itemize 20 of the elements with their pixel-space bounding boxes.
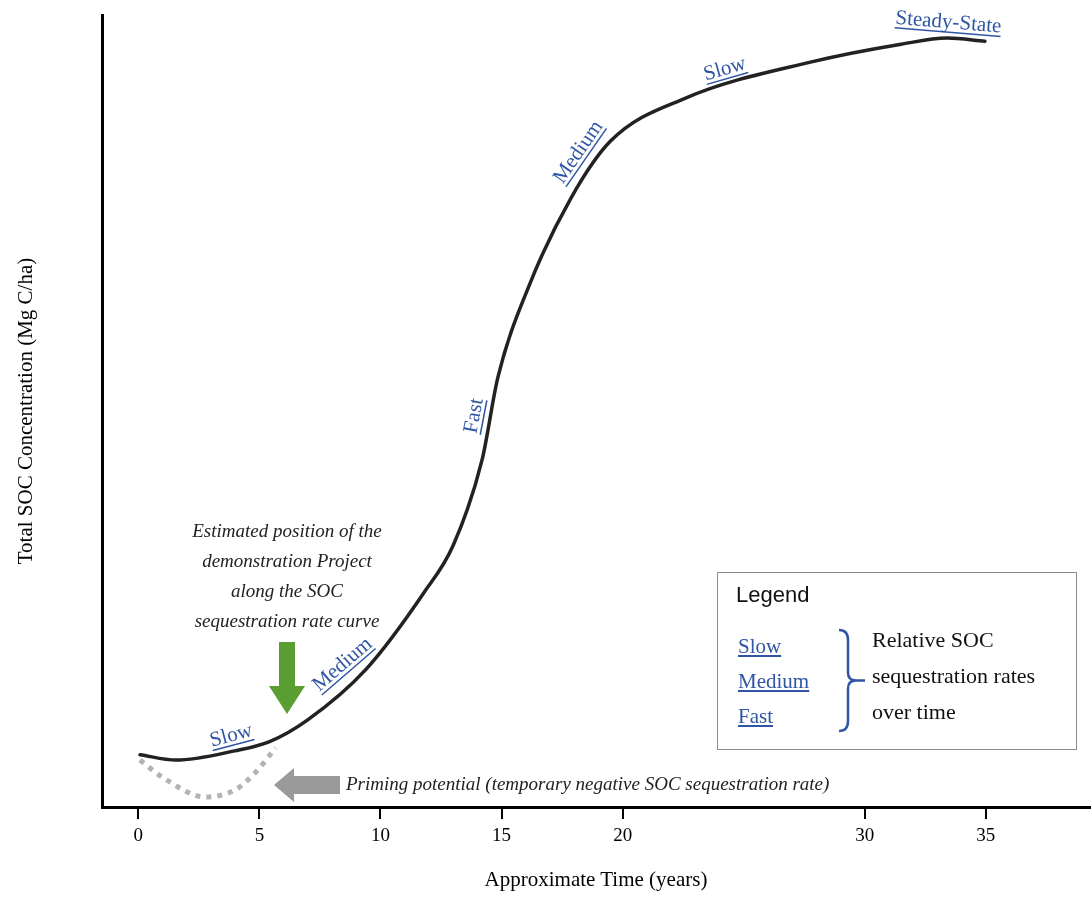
annotation: Fast: [457, 395, 488, 435]
annotation: Relative SOC sequestration rates over time: [872, 626, 1037, 726]
x-axis-title: Approximate Time (years): [484, 866, 708, 891]
x-tick-label: 0: [133, 824, 144, 846]
annotation: Slow: [206, 717, 256, 752]
x-tick-label: 30: [855, 824, 875, 846]
y-axis-title: Total SOC Concentration (Mg C/ha): [13, 257, 38, 565]
annotation: Steady-State: [894, 4, 1003, 38]
annotation: Priming potential (temporary negative SOC sequestration rate): [346, 771, 830, 797]
x-tick-label: 15: [492, 824, 512, 846]
annotation: Fast: [738, 703, 774, 730]
x-tick-label: 5: [254, 824, 265, 846]
annotation: Slow: [700, 50, 750, 86]
x-tick-label: 20: [613, 824, 633, 846]
annotation: Legend: [736, 582, 810, 608]
x-tick-label: 35: [976, 824, 996, 846]
annotation: Estimated position of the demonstration Project along the SOC sequestration rate curve: [192, 520, 382, 631]
annotation: Slow: [738, 633, 782, 660]
x-tick-label: 10: [370, 824, 390, 846]
annotation: Medium: [738, 668, 810, 695]
